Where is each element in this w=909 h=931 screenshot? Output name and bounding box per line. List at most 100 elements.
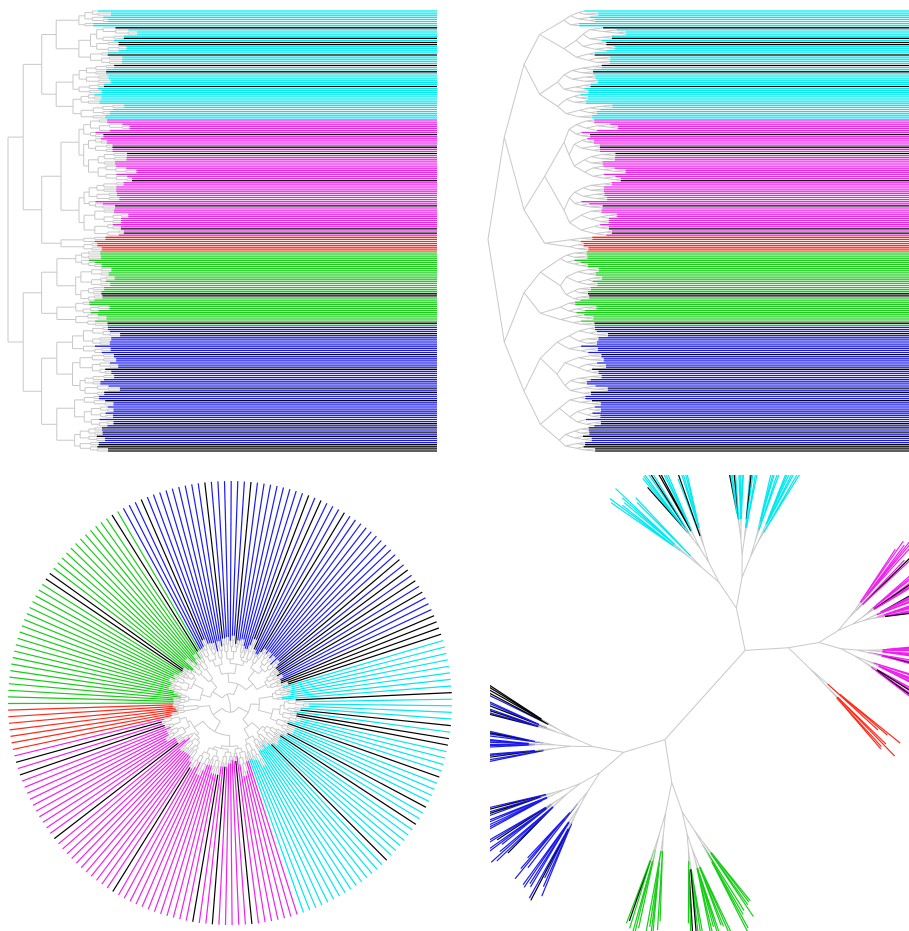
internal-branch: [577, 419, 587, 423]
internal-branch: [603, 167, 615, 171]
internal-branch: [599, 752, 624, 773]
internal-branch: [169, 678, 175, 681]
tip-branch: [745, 475, 758, 528]
internal-branch: [596, 198, 608, 201]
internal-arc: [186, 747, 189, 749]
internal-branch: [205, 649, 210, 656]
internal-branch: [217, 760, 220, 767]
internal-branch: [232, 651, 235, 660]
tip-branch: [836, 697, 882, 750]
internal-branch: [570, 390, 584, 394]
internal-branch: [220, 762, 223, 767]
internal-arc: [213, 755, 217, 757]
internal-branch: [242, 645, 245, 653]
internal-branch: [590, 218, 601, 223]
internal-branch: [585, 422, 595, 425]
internal-arc: [272, 671, 274, 673]
internal-branch: [574, 252, 587, 255]
tip-branch: [758, 475, 780, 531]
internal-branch: [273, 733, 280, 738]
internal-arc: [192, 764, 194, 767]
internal-branch: [261, 740, 267, 748]
internal-branch: [573, 159, 585, 167]
internal-branch: [566, 254, 575, 258]
internal-branch: [740, 538, 743, 556]
internal-branch: [206, 656, 211, 662]
internal-branch: [534, 743, 544, 746]
tip-branch: [765, 475, 790, 525]
internal-branch: [192, 744, 196, 749]
internal-branch: [877, 615, 882, 618]
internal-branch: [215, 750, 218, 757]
internal-arc: [276, 718, 279, 722]
internal-branch: [590, 359, 604, 362]
internal-branch: [595, 48, 607, 52]
internal-branch: [840, 648, 856, 657]
internal-branch: [570, 24, 580, 27]
slanted-tree-panel: [470, 0, 909, 465]
internal-branch: [580, 432, 590, 435]
internal-branch: [574, 298, 581, 301]
internal-branch: [673, 545, 681, 552]
internal-arc: [193, 666, 196, 668]
tip-branch: [29, 606, 174, 677]
internal-branch: [264, 668, 269, 673]
tip-branch: [15, 644, 170, 687]
internal-arc: [266, 677, 269, 681]
tip-branch: [62, 737, 191, 850]
internal-arc: [198, 664, 201, 666]
tip-branch: [490, 796, 548, 821]
internal-branch: [837, 618, 849, 632]
tip-branch: [490, 730, 536, 742]
tip-branch: [53, 567, 185, 669]
internal-branch: [175, 685, 182, 688]
tip-branch: [277, 554, 396, 661]
internal-branch: [584, 156, 592, 161]
tip-branch: [19, 631, 172, 684]
internal-arc: [255, 754, 257, 756]
internal-branch: [868, 649, 877, 652]
internal-arc: [259, 745, 261, 747]
internal-branch: [282, 730, 288, 734]
internal-branch: [703, 546, 710, 563]
internal-arc: [172, 723, 174, 726]
tip-branch: [490, 708, 539, 727]
tip-branch: [499, 806, 554, 853]
tip-branch: [75, 750, 185, 864]
tip-branch: [79, 538, 194, 663]
internal-arc: [209, 747, 214, 750]
internal-arc: [241, 750, 245, 753]
tip-branch: [621, 504, 674, 547]
internal-branch: [247, 644, 251, 652]
internal-branch: [580, 214, 592, 220]
tip-branch: [763, 475, 801, 533]
internal-arc: [221, 745, 226, 747]
internal-branch: [195, 659, 200, 666]
internal-arc: [201, 755, 204, 757]
internal-branch: [564, 380, 571, 386]
internal-branch: [185, 659, 191, 665]
internal-branch: [583, 184, 591, 189]
internal-arc: [212, 653, 215, 655]
internal-branch: [557, 98, 567, 107]
internal-branch: [273, 664, 278, 669]
internal-branch: [593, 746, 624, 753]
internal-arc: [187, 684, 190, 688]
tip-branch: [35, 738, 167, 812]
internal-arc: [209, 705, 211, 710]
tip-branch: [880, 599, 909, 613]
internal-branch: [584, 307, 597, 309]
internal-branch: [570, 12, 579, 17]
tip-branch: [147, 769, 204, 910]
internal-branch: [534, 740, 544, 744]
internal-branch: [258, 742, 262, 747]
internal-branch: [192, 669, 197, 673]
internal-arc: [201, 689, 204, 693]
internal-branch: [576, 56, 589, 61]
internal-branch: [575, 33, 584, 41]
internal-branch: [213, 642, 216, 649]
tip-branch: [260, 512, 345, 653]
internal-branch: [743, 527, 747, 540]
internal-arc: [264, 725, 268, 729]
internal-arc: [214, 746, 218, 749]
